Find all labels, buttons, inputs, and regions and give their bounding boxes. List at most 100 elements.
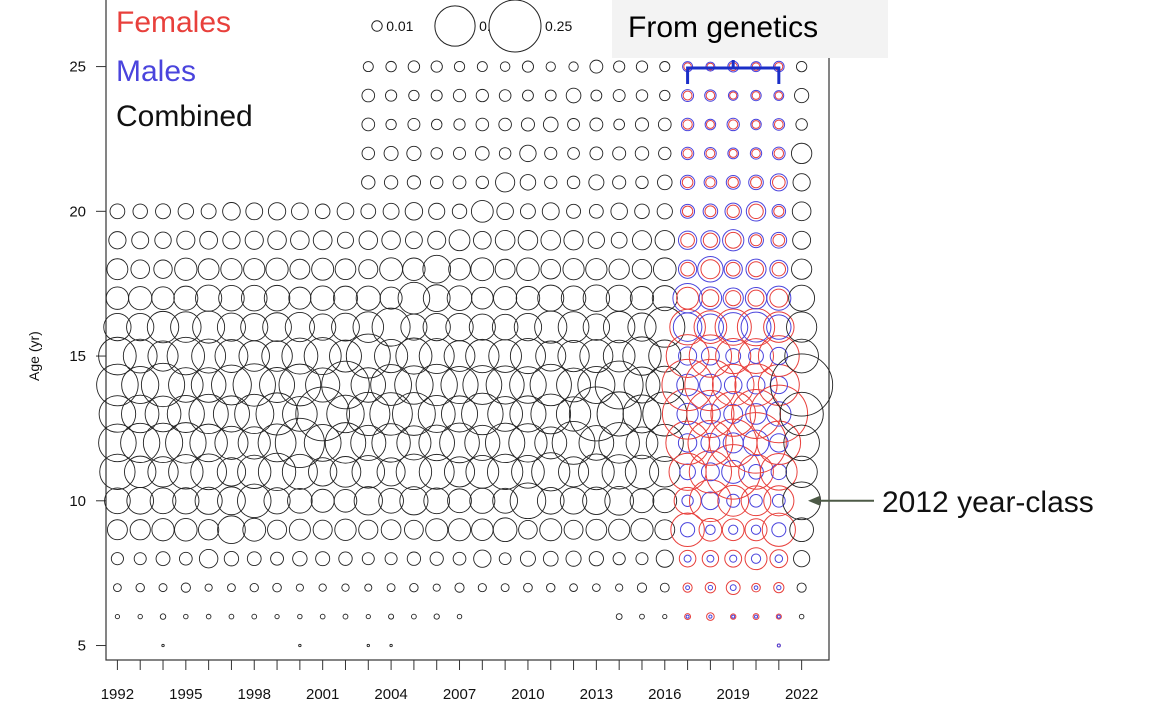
combined-bubble bbox=[662, 614, 668, 620]
male-bubble bbox=[766, 285, 792, 311]
combined-bubble bbox=[590, 89, 603, 102]
combined-bubble bbox=[170, 311, 202, 343]
combined-bubble bbox=[425, 518, 449, 542]
y-axis: 5 10 15 20 25 Age (yr) bbox=[26, 59, 106, 655]
combined-bubble bbox=[495, 172, 516, 193]
male-bubble bbox=[678, 346, 698, 366]
female-bubble bbox=[678, 549, 697, 568]
combined-bubble bbox=[451, 203, 468, 219]
combined-bubble bbox=[310, 285, 336, 311]
combined-bubble bbox=[795, 60, 808, 73]
combined-bubble bbox=[199, 230, 218, 250]
male-bubble bbox=[773, 90, 785, 101]
combined-bubble bbox=[98, 336, 137, 376]
male-bubble bbox=[699, 403, 721, 425]
genetics-label-box bbox=[612, 0, 888, 58]
combined-bubble bbox=[261, 340, 293, 372]
combined-bubble bbox=[613, 118, 626, 131]
legend-combined: Combined bbox=[116, 100, 253, 133]
combined-bubble bbox=[557, 311, 590, 343]
combined-bubble bbox=[360, 203, 377, 220]
combined-bubble bbox=[237, 426, 271, 460]
combined-bubble bbox=[232, 363, 276, 407]
combined-bubble bbox=[404, 519, 424, 540]
combined-bubble bbox=[103, 313, 132, 342]
combined-bubble bbox=[454, 582, 465, 593]
combined-bubble bbox=[358, 230, 378, 250]
combined-bubble bbox=[418, 338, 455, 375]
female-bubble bbox=[681, 205, 694, 218]
combined-bubble bbox=[578, 453, 615, 491]
combined-bubble bbox=[608, 258, 630, 280]
combined-bubble bbox=[411, 613, 417, 620]
combined-bubble bbox=[407, 118, 421, 131]
combined-bubble bbox=[636, 582, 648, 593]
combined-bubble bbox=[657, 174, 673, 191]
genetics-label: From genetics bbox=[628, 11, 819, 44]
male-bubble bbox=[776, 643, 781, 648]
combined-bubble bbox=[631, 230, 652, 251]
female-bubble bbox=[661, 388, 714, 440]
female-bubble bbox=[661, 358, 714, 412]
female-bubble bbox=[771, 262, 787, 277]
combined-bubble bbox=[308, 457, 338, 487]
combined-bubble bbox=[166, 394, 205, 433]
combined-bubble bbox=[172, 487, 200, 515]
combined-bubble bbox=[500, 583, 510, 593]
male-bubble bbox=[726, 117, 740, 132]
male-bubble bbox=[724, 202, 742, 221]
male-bubble bbox=[704, 147, 717, 160]
combined-bubble bbox=[365, 613, 371, 620]
male-bubble bbox=[677, 259, 698, 279]
male-bubble bbox=[727, 147, 740, 160]
combined-bubble bbox=[509, 366, 547, 404]
combined-bubble bbox=[630, 518, 654, 542]
combined-bubble bbox=[484, 422, 526, 464]
size-legend: 0.010.150.25 bbox=[371, 0, 572, 53]
combined-bubble bbox=[312, 519, 333, 540]
combined-bubble bbox=[114, 613, 120, 620]
combined-bubble bbox=[151, 518, 175, 542]
male-bubble bbox=[721, 459, 746, 484]
female-bubble bbox=[725, 261, 741, 277]
combined-bubble bbox=[612, 146, 627, 161]
female-bubble bbox=[725, 412, 787, 474]
combined-bubble bbox=[369, 392, 413, 436]
male-bubble bbox=[727, 90, 739, 101]
combined-bubble bbox=[173, 285, 199, 311]
combined-bubble bbox=[565, 550, 582, 567]
combined-bubble bbox=[443, 456, 476, 488]
male-bubble bbox=[677, 433, 698, 453]
combined-bubble bbox=[418, 424, 455, 462]
combined-bubble bbox=[395, 337, 433, 375]
male-bubble bbox=[728, 524, 739, 535]
combined-bubble bbox=[409, 582, 419, 593]
combined-bubble bbox=[319, 613, 326, 620]
combined-bubble bbox=[602, 339, 636, 373]
combined-bubble bbox=[648, 339, 682, 373]
male-bubble bbox=[774, 554, 784, 563]
male-bubble bbox=[776, 584, 782, 591]
combined-bubble bbox=[257, 423, 297, 463]
combined-bubble bbox=[108, 231, 127, 250]
combined-bubble bbox=[560, 285, 587, 311]
female-bubble bbox=[688, 334, 733, 378]
combined-bubble bbox=[295, 583, 304, 592]
combined-bubble bbox=[243, 258, 266, 281]
combined-bubble bbox=[110, 552, 124, 566]
arrow-head bbox=[808, 495, 820, 506]
combined-bubble bbox=[448, 229, 471, 252]
male-bubble bbox=[702, 203, 719, 220]
combined-bubble bbox=[417, 395, 456, 433]
combined-bubble bbox=[406, 551, 422, 566]
x-tick-label: 2013 bbox=[580, 686, 613, 703]
combined-bubble bbox=[405, 231, 423, 250]
combined-bubble bbox=[371, 423, 411, 463]
combined-bubble bbox=[487, 396, 523, 432]
combined-bubble bbox=[509, 338, 546, 375]
combined-bubble bbox=[445, 312, 474, 342]
combined-bubble bbox=[587, 231, 605, 249]
combined-bubble bbox=[498, 552, 512, 566]
combined-bubble bbox=[568, 61, 579, 72]
